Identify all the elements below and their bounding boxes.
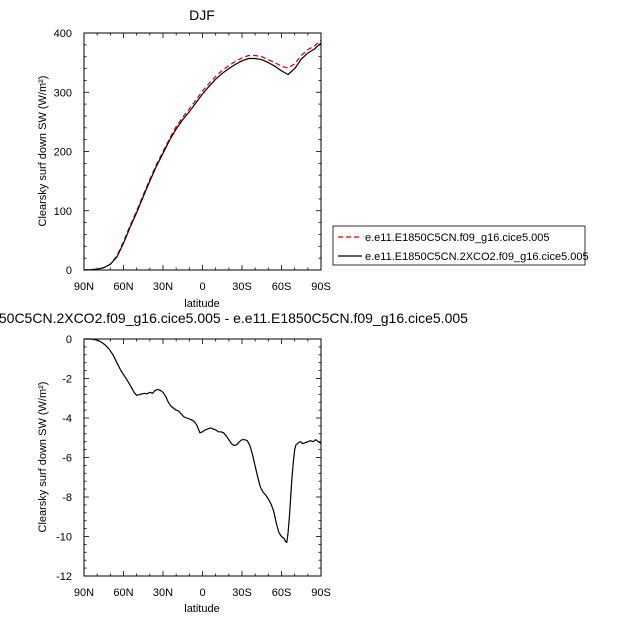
bottom-y-tick-label: -4: [62, 413, 72, 425]
top-series-line-0: [83, 39, 322, 271]
bottom-x-tick-label: 60S: [272, 587, 292, 599]
legend-entry-2xco2: e.e11.E1850C5CN.2XCO2.f09_g16.cice5.005: [365, 251, 589, 263]
top-plot-area: 0 100 200 300 400 90N 60N 30N 0 30S 60S 90S: [54, 28, 331, 293]
bottom-chart-title: e.e11.E1850C5CN.2XCO2.f09_g16.cice5.005 …: [0, 310, 468, 326]
bottom-x-tick-label: 0: [199, 587, 205, 599]
bottom-y-tick-label: -6: [62, 453, 72, 465]
bottom-panel: e.e11.E1850C5CN.2XCO2.f09_g16.cice5.005 …: [0, 310, 468, 615]
bottom-x-tick-label: 60N: [113, 587, 133, 599]
bottom-x-tick-label: 30S: [232, 587, 252, 599]
top-x-tick-label: 60S: [272, 281, 292, 293]
bottom-y-axis-label: Clearsky surf down SW (W/m²): [37, 382, 49, 533]
top-y-tick-label: 400: [54, 28, 72, 40]
legend-box: [332, 225, 586, 266]
top-chart-title: DJF: [189, 7, 215, 23]
bottom-series-line-0: [84, 338, 322, 544]
top-series-line-1: [83, 42, 322, 271]
top-x-tick-label: 0: [199, 281, 205, 293]
top-x-axis-label: latitude: [184, 298, 219, 310]
bottom-y-tick-label: -2: [62, 374, 72, 386]
top-panel: DJF Clearsky surf down SW (W/m²) latitud…: [37, 7, 589, 310]
bottom-y-tick-label: -10: [56, 532, 72, 544]
top-y-tick-label: 200: [54, 147, 72, 159]
bottom-x-tick-label: 30N: [153, 587, 173, 599]
bottom-x-tick-label: 90N: [74, 587, 94, 599]
top-x-tick-label: 90N: [74, 281, 94, 293]
legend-entry-control: e.e11.E1850C5CN.f09_g16.cice5.005: [365, 232, 550, 244]
legend: e.e11.E1850C5CN.f09_g16.cice5.005 e.e11.…: [332, 225, 589, 266]
top-y-tick-label: 300: [54, 87, 72, 99]
top-x-tick-label: 30S: [232, 281, 252, 293]
top-x-tick-label: 60N: [113, 281, 133, 293]
top-x-tick-label: 90S: [311, 281, 331, 293]
top-x-tick-label: 30N: [153, 281, 173, 293]
top-y-axis-label: Clearsky surf down SW (W/m²): [37, 76, 49, 227]
top-y-tick-label: 100: [54, 206, 72, 218]
bottom-y-tick-label: -8: [62, 492, 72, 504]
bottom-plot-frame: [83, 338, 322, 577]
bottom-x-tick-label: 90S: [311, 587, 331, 599]
top-y-tick-label: 0: [66, 265, 72, 277]
bottom-x-axis-label: latitude: [184, 603, 219, 615]
bottom-y-tick-label: -12: [56, 571, 72, 583]
bottom-y-tick-label: 0: [66, 334, 72, 346]
top-plot-frame: [83, 32, 322, 271]
